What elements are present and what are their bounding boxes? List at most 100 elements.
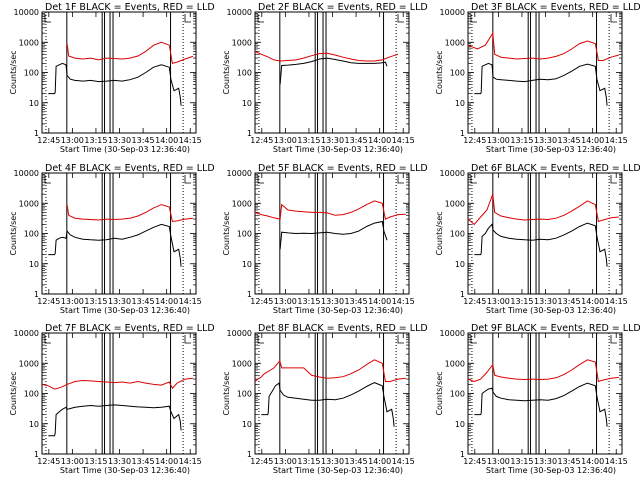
det8-xtick-label: 14:15 (392, 457, 415, 466)
det8-xtick-label: 13:45 (345, 457, 368, 466)
det6-series-lld (467, 193, 619, 226)
det1-ytick-label: 100 (24, 69, 39, 78)
det5-ytick-label: 1 (247, 290, 252, 299)
det2-xtick-label: 12:45 (250, 136, 273, 145)
det2-xtick-label: 14:00 (368, 136, 391, 145)
det2-bracket-left (257, 14, 264, 23)
det9-xtick-label: 13:00 (487, 457, 510, 466)
det6-panel: Det 6F BLACK = Events, RED = LLD 1 10 100 10… (435, 163, 640, 315)
det8-frame (254, 332, 410, 455)
det1-bracket-right (184, 14, 191, 23)
det5-series-events (279, 220, 388, 250)
det9-bracket-left (470, 335, 477, 344)
det2-xtick-label: 13:00 (274, 136, 297, 145)
det9-ytick-label: 10000 (440, 329, 465, 338)
det3-xtick-label: 13:15 (510, 136, 533, 145)
det6-xtick-label: 13:45 (558, 297, 581, 306)
det2-ytick-label: 100 (237, 69, 252, 78)
det3-bracket-left (470, 14, 477, 23)
det2-xtick-label: 13:15 (297, 136, 320, 145)
det5-xtick-label: 12:45 (250, 297, 273, 306)
det3-series-events (474, 62, 608, 106)
det7-ytick-label: 1000 (19, 359, 39, 368)
det9-xtick-label: 13:30 (534, 457, 557, 466)
det6-ytick-label: 100 (450, 230, 465, 239)
det4-xtick-label: 14:00 (155, 297, 178, 306)
det7-title: Det 7F BLACK = Events, RED = LLD (45, 323, 215, 334)
det4-xtick-label: 13:00 (61, 297, 84, 306)
det1-xtick-label: 13:30 (108, 136, 131, 145)
det2-series-events (279, 57, 388, 85)
det5-ytick-label: 10 (242, 260, 252, 269)
det2-xlabel: Start Time (30-Sep-03 12:36:40) (273, 145, 403, 154)
det1-series-events (48, 62, 182, 106)
det4-ylabel: Counts/sec (9, 211, 18, 255)
det5-bracket-right (397, 175, 404, 184)
det5-panel: Det 5F BLACK = Events, RED = LLD 1 10 100 10… (222, 163, 428, 315)
det6-xtick-label: 13:15 (510, 297, 533, 306)
det4-title: Det 4F BLACK = Events, RED = LLD (45, 163, 215, 174)
det3-ytick-label: 1 (460, 129, 465, 138)
det1-ytick-label: 10 (29, 99, 39, 108)
det7-series-lld (41, 377, 193, 390)
det9-xtick-label: 13:45 (558, 457, 581, 466)
det6-bracket-right (610, 175, 617, 184)
det1-xtick-label: 14:00 (155, 136, 178, 145)
det8-xtick-label: 13:15 (297, 457, 320, 466)
det8-bracket-left (257, 335, 264, 344)
det5-xtick-label: 13:00 (274, 297, 297, 306)
det2-ytick-label: 10000 (227, 8, 252, 17)
det6-ytick-label: 10 (455, 260, 465, 269)
det1-xtick-label: 12:45 (37, 136, 60, 145)
det5-xtick-label: 13:15 (297, 297, 320, 306)
det1-frame (41, 11, 197, 134)
det9-bracket-right (610, 335, 617, 344)
det2-ytick-label: 10 (242, 99, 252, 108)
det7-ytick-label: 100 (24, 390, 39, 399)
det7-frame (41, 332, 197, 455)
det7-xtick-label: 13:30 (108, 457, 131, 466)
det3-xtick-label: 14:00 (581, 136, 604, 145)
det4-xtick-label: 14:15 (179, 297, 202, 306)
det9-xtick-label: 13:15 (510, 457, 533, 466)
det2-series-lld (254, 50, 399, 62)
det6-bracket-left (470, 175, 477, 184)
det4-bracket-left (44, 175, 51, 184)
det5-xtick-label: 14:15 (392, 297, 415, 306)
det9-ytick-label: 1 (460, 450, 465, 459)
det9-ytick-label: 100 (450, 390, 465, 399)
det2-frame (254, 11, 410, 134)
det6-xtick-label: 13:00 (487, 297, 510, 306)
det4-ytick-label: 10000 (14, 169, 39, 178)
det1-bracket-left (44, 14, 51, 23)
det8-ylabel: Counts/sec (222, 371, 231, 415)
det7-series-events (48, 404, 182, 437)
det8-xtick-label: 12:45 (250, 457, 273, 466)
det8-panel: Det 8F BLACK = Events, RED = LLD 1 10 100 10… (222, 323, 428, 475)
det4-xtick-label: 12:45 (37, 297, 60, 306)
det3-xtick-label: 13:45 (558, 136, 581, 145)
det5-bracket-left (257, 175, 264, 184)
det8-ytick-label: 10 (242, 420, 252, 429)
det6-ylabel: Counts/sec (435, 211, 444, 255)
det9-series-events (474, 382, 608, 427)
det9-xlabel: Start Time (30-Sep-03 12:36:40) (486, 466, 616, 475)
det2-ylabel: Counts/sec (222, 50, 231, 94)
det6-xtick-label: 14:00 (581, 297, 604, 306)
det7-ylabel: Counts/sec (9, 371, 18, 415)
det9-xtick-label: 14:00 (581, 457, 604, 466)
det2-title: Det 2F BLACK = Events, RED = LLD (258, 2, 428, 13)
det5-xlabel: Start Time (30-Sep-03 12:36:40) (273, 306, 403, 315)
det9-title: Det 9F BLACK = Events, RED = LLD (471, 323, 640, 334)
det5-ytick-label: 1000 (232, 199, 252, 208)
det7-xlabel: Start Time (30-Sep-03 12:36:40) (60, 466, 190, 475)
det2-bracket-right (397, 14, 404, 23)
det7-xtick-label: 13:00 (61, 457, 84, 466)
det3-panel: Det 3F BLACK = Events, RED = LLD 1 10 100 10… (435, 2, 640, 154)
det6-xtick-label: 13:30 (534, 297, 557, 306)
det6-series-events (474, 222, 608, 267)
det6-ytick-label: 1 (460, 290, 465, 299)
det9-ytick-label: 1000 (445, 359, 465, 368)
det7-ytick-label: 1 (34, 450, 39, 459)
